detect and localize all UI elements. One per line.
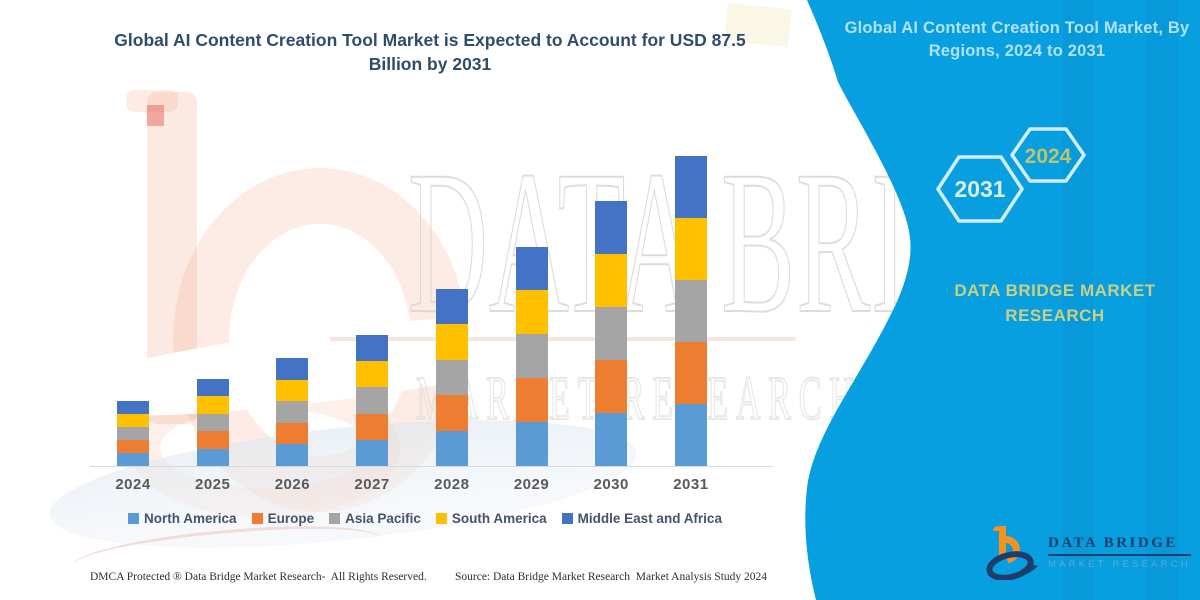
bar-segment-2025-europe — [196, 431, 229, 449]
bar-segment-2024-north-america — [117, 452, 149, 466]
bar-segment-2029-asia-pacific — [515, 334, 548, 379]
bar-2024 — [117, 400, 149, 466]
bar-segment-2031-south-america — [674, 218, 707, 280]
footer-copyright: DMCA Protected ® Data Bridge Market Rese… — [90, 571, 427, 583]
legend-item-asia-pacific: Asia Pacific — [329, 511, 421, 526]
dbmr-logo: DATA BRIDGE MARKET RESEARCH — [986, 524, 1191, 580]
bar-segment-2025-north-america — [196, 448, 229, 466]
bar-segment-2030-north-america — [595, 412, 628, 466]
bar-segment-2026-europe — [276, 422, 309, 445]
dbmr-logo-tagline: MARKET RESEARCH — [1048, 558, 1191, 570]
x-axis-label-2029: 2029 — [513, 476, 550, 493]
bar-segment-2028-asia-pacific — [435, 359, 468, 396]
bar-segment-2025-middle-east-and-africa — [196, 379, 229, 397]
legend: North America Europe Asia Pacific South Ame… — [60, 511, 790, 526]
panel-stripe — [1063, 0, 1093, 600]
bar-2027 — [356, 335, 389, 466]
hexagon-2024-label: 2024 — [1025, 145, 1072, 168]
bar-2029 — [515, 246, 548, 466]
panel-brand-text: DATA BRIDGE MARKET RESEARCH — [940, 278, 1170, 328]
bar-segment-2031-europe — [674, 342, 707, 404]
bar-segment-2030-europe — [595, 359, 628, 413]
bar-segment-2028-south-america — [435, 324, 468, 360]
bar-segment-2024-south-america — [117, 413, 149, 427]
legend-label: North America — [144, 511, 237, 526]
legend-swatch — [561, 513, 573, 524]
bar-segment-2026-middle-east-and-africa — [276, 358, 309, 380]
bar-segment-2025-south-america — [196, 396, 229, 414]
bar-segment-2028-north-america — [435, 430, 468, 466]
legend-label: Asia Pacific — [345, 511, 421, 526]
legend-label: Middle East and Africa — [577, 511, 722, 526]
legend-label: Europe — [267, 511, 315, 526]
panel-brand-line1: DATA BRIDGE MARKET — [954, 281, 1156, 300]
legend-item-north-america: North America — [128, 511, 237, 526]
bar-segment-2026-north-america — [276, 444, 309, 466]
bar-segment-2027-europe — [356, 413, 389, 440]
bar-segment-2030-asia-pacific — [595, 306, 628, 360]
legend-swatch — [128, 513, 140, 524]
bar-2028 — [435, 289, 468, 466]
hexagon-2024 — [1010, 127, 1086, 183]
bar-segment-2031-north-america — [674, 404, 707, 466]
legend-item-europe: Europe — [251, 511, 315, 526]
legend-item-south-america: South America — [435, 511, 547, 526]
bar-segment-2024-middle-east-and-africa — [117, 400, 149, 414]
bar-2026 — [276, 358, 309, 466]
dbmr-logo-icon — [986, 526, 1038, 580]
hexagon-2031-label: 2031 — [954, 176, 1005, 202]
bar-segment-2031-middle-east-and-africa — [674, 156, 707, 218]
panel-stripe — [1146, 0, 1178, 600]
bar-segment-2026-south-america — [276, 379, 309, 402]
bar-segment-2024-asia-pacific — [117, 426, 149, 440]
chart-title-line2: Billion by 2031 — [368, 54, 492, 74]
bar-segment-2029-europe — [515, 378, 548, 423]
legend-swatch — [251, 513, 263, 524]
chart-title-line1: Global AI Content Creation Tool Market i… — [114, 30, 746, 50]
chart-title: Global AI Content Creation Tool Market i… — [80, 28, 780, 76]
bar-segment-2024-europe — [117, 439, 149, 453]
x-axis-label-2030: 2030 — [593, 476, 629, 493]
dbmr-logo-text: DATA BRIDGE MARKET RESEARCH — [1048, 535, 1191, 570]
bar-segment-2027-asia-pacific — [356, 387, 389, 414]
bar-segment-2027-south-america — [356, 361, 389, 388]
x-axis-label-2027: 2027 — [354, 476, 390, 493]
legend-label: South America — [451, 511, 547, 526]
x-axis-label-2028: 2028 — [434, 476, 470, 493]
legend-swatch — [329, 513, 341, 524]
hexagon-2031 — [936, 155, 1024, 223]
x-axis-line — [90, 466, 773, 467]
hexagon-badges: 2031 2024 — [936, 127, 1086, 223]
legend-item-middle-east-and-africa: Middle East and Africa — [561, 511, 722, 526]
x-axis-label-2026: 2026 — [274, 476, 311, 493]
x-axis-label-2024: 2024 — [115, 476, 151, 493]
bar-segment-2027-middle-east-and-africa — [356, 335, 389, 362]
bar-2030 — [595, 200, 628, 466]
x-axis-label-2031: 2031 — [673, 476, 709, 493]
bar-segment-2028-middle-east-and-africa — [435, 289, 468, 325]
bar-2031 — [674, 156, 707, 466]
panel-brand-line2: RESEARCH — [1005, 306, 1105, 325]
bar-2025 — [196, 379, 229, 466]
bar-segment-2031-asia-pacific — [674, 280, 707, 342]
dbmr-logo-name: DATA BRIDGE — [1048, 535, 1191, 556]
bar-segment-2029-north-america — [515, 422, 548, 466]
bar-segment-2030-south-america — [595, 253, 628, 307]
footer-source: Source: Data Bridge Market Research Mark… — [455, 571, 768, 583]
bar-segment-2030-middle-east-and-africa — [595, 200, 628, 254]
bar-segment-2029-south-america — [515, 290, 548, 335]
side-panel-title: Global AI Content Creation Tool Market, … — [844, 19, 1190, 60]
legend-swatch — [435, 513, 447, 524]
bar-segment-2029-middle-east-and-africa — [515, 246, 548, 291]
x-axis-label-2025: 2025 — [195, 476, 231, 493]
bar-segment-2028-europe — [435, 395, 468, 431]
bar-segment-2026-asia-pacific — [276, 401, 309, 423]
bar-segment-2027-north-america — [356, 439, 389, 466]
bar-segment-2025-asia-pacific — [196, 413, 229, 432]
